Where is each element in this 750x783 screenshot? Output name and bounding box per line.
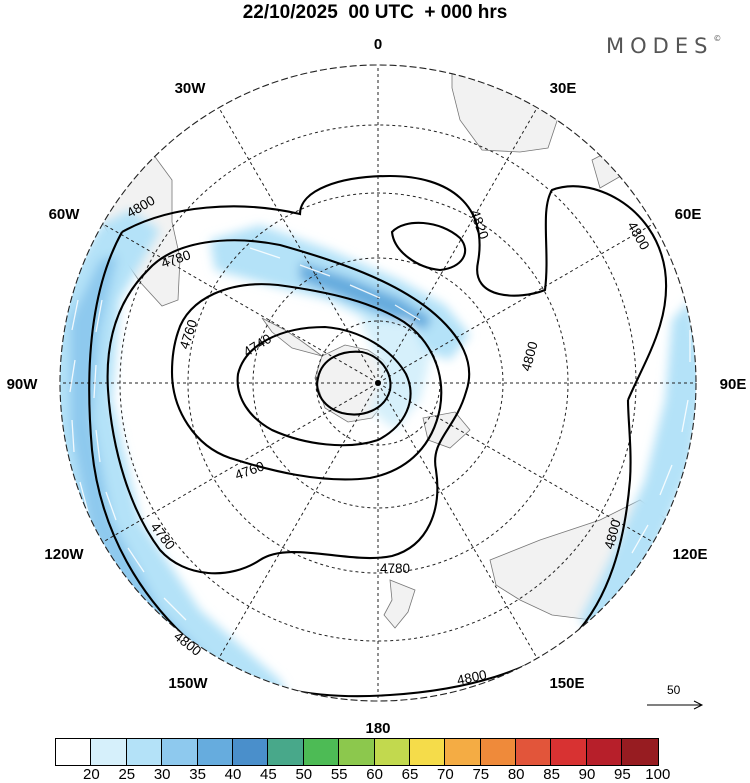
meridian (218, 107, 379, 384)
meridian (377, 382, 538, 659)
contour-4800-north (121, 174, 668, 401)
colorbar-cell (622, 739, 658, 765)
meridian (377, 382, 654, 543)
colorbar-cell (374, 739, 410, 765)
land-antarctica-peninsula (261, 317, 323, 357)
wind-arrow (93, 299, 187, 621)
height-contours (88, 174, 668, 698)
colorbar-labels: 20 25 30 35 40 45 50 55 60 65 70 75 80 85 90 95 100 (55, 766, 705, 783)
map-boundary (59, 64, 697, 702)
contour-4820 (390, 221, 467, 272)
colorbar-cell (56, 739, 92, 765)
longitude-label: 120E (672, 546, 707, 563)
contour-label: 4780 (380, 561, 410, 576)
latitude-circle (252, 257, 504, 509)
map-title: 22/10/2025 00 UTC + 000 hrs (242, 2, 508, 23)
longitude-label: 60W (49, 206, 81, 223)
contour-label: 4800 (624, 219, 652, 253)
colorbar-label: 40 (224, 766, 242, 783)
colorbar-cell (303, 739, 340, 765)
longitude-label: 90W (7, 376, 39, 393)
longitude-label: 30W (175, 80, 207, 97)
wind-arrow (631, 330, 691, 554)
colorbar-label: 100 (645, 766, 671, 783)
longitude-labels: 0 30E 60E 90E 120E 150E 180 150W 120W 90… (7, 36, 747, 737)
colorbar-cell (586, 739, 623, 765)
reference-vector: 50 (645, 683, 705, 713)
contour-4800-west (88, 231, 632, 698)
colorbar-cell (232, 739, 269, 765)
colorbar-cell (516, 739, 552, 765)
latitude-circle (187, 192, 569, 574)
longitude-label: 0 (374, 36, 382, 53)
colorbar-cell (339, 739, 375, 765)
contour-4780 (106, 239, 471, 575)
colorbar-label: 35 (189, 766, 206, 783)
reference-vector-label: 50 (667, 683, 681, 697)
colorbar-cell (551, 739, 587, 765)
colorbar-cell (91, 739, 127, 765)
meridian (377, 223, 654, 384)
colorbar-label: 55 (330, 766, 348, 783)
contour-4740 (236, 325, 412, 447)
jet-west-core (70, 255, 230, 690)
colorbar-cell (409, 739, 446, 765)
contour-label: 4800 (456, 667, 489, 688)
colorbar-label: 20 (83, 766, 100, 783)
colorbar-label: 95 (614, 766, 631, 783)
colorbar-label: 45 (260, 766, 277, 783)
longitude-label: 150E (549, 675, 584, 692)
colorbar-cell (197, 739, 233, 765)
land-tasmania (574, 649, 597, 673)
colorbar-cell (480, 739, 517, 765)
colorbar-label: 50 (295, 766, 313, 783)
longitude-label: 30E (550, 80, 577, 97)
brand-name: MODES (606, 34, 714, 58)
contour-4760 (170, 283, 443, 481)
colorbar-cell (445, 739, 481, 765)
longitude-label: 120W (44, 546, 84, 563)
land-new-zealand (383, 579, 416, 629)
colorbar-label: 90 (578, 766, 596, 783)
contour-label: 4760 (233, 458, 266, 482)
south-pole-marker (375, 380, 381, 386)
meridian (218, 382, 379, 659)
colorbar-cell (162, 739, 198, 765)
colorbar-cell (126, 739, 163, 765)
copyright-mark: © (713, 34, 722, 43)
contour-label: 4760 (177, 318, 201, 351)
colorbar-label: 85 (543, 766, 560, 783)
longitude-label: 90E (720, 376, 747, 393)
colorbar-label: 70 (437, 766, 454, 783)
brand-logo: MODES© (606, 34, 721, 58)
colorbar-label: 80 (507, 766, 525, 783)
land-madagascar (591, 147, 629, 189)
wind-arrow (249, 247, 421, 321)
colorbar-label: 30 (153, 766, 171, 783)
contour-label: 4820 (467, 208, 491, 241)
jet-east-band (580, 300, 696, 640)
longitude-label: 180 (365, 720, 390, 737)
longitude-label: 60E (675, 206, 702, 223)
meridian (102, 223, 379, 384)
land-africa (451, 65, 561, 153)
contour-label: 4740 (241, 331, 274, 360)
jet-central-core (300, 262, 432, 330)
longitude-label: 150W (168, 675, 208, 692)
colorbar-label: 65 (401, 766, 419, 783)
colorbar-label: 25 (118, 766, 136, 783)
meridian (102, 382, 379, 543)
contour-label: 4800 (518, 340, 540, 373)
reference-arrow-icon (647, 700, 704, 710)
colorbar (55, 738, 659, 766)
colorbar-label: 75 (472, 766, 490, 783)
colorbar-label: 60 (366, 766, 383, 783)
meridian (377, 107, 538, 384)
colorbar-cell (268, 739, 304, 765)
contour-low-center (316, 350, 392, 416)
